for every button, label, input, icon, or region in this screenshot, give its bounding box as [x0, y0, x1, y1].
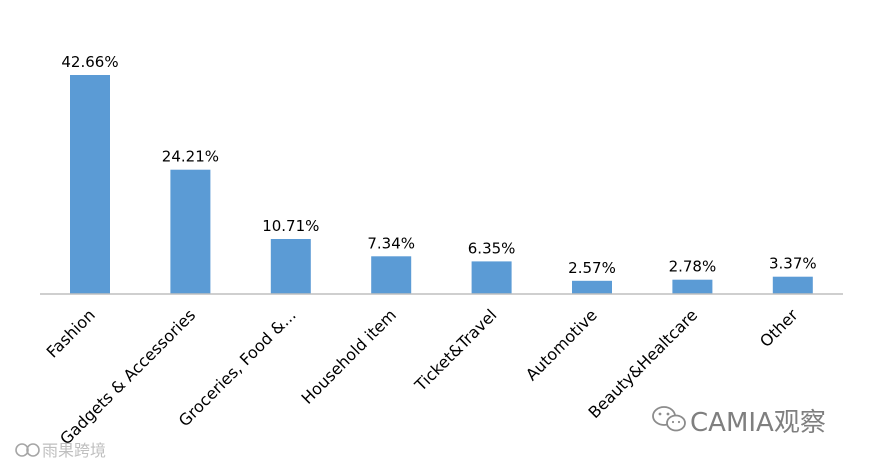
bar-0	[70, 75, 110, 294]
value-label-4: 6.35%	[468, 239, 516, 257]
value-label-1: 24.21%	[162, 148, 219, 166]
watermark-left: 雨果跨境	[15, 441, 106, 460]
value-label-0: 42.66%	[61, 53, 118, 71]
value-label-7: 3.37%	[769, 255, 817, 273]
value-label-3: 7.34%	[367, 234, 415, 252]
value-labels-layer: 42.66% 24.21% 10.71% 7.34% 6.35% 2.57% 2.78% 3.…	[61, 53, 816, 277]
watermark-right-text: CAMIA观察	[690, 408, 826, 438]
bars-layer	[70, 75, 813, 294]
value-label-6: 2.78%	[669, 258, 717, 276]
bar-3	[371, 256, 412, 294]
watermark-right: CAMIA观察	[652, 406, 826, 438]
watermark-left-text: 雨果跨境	[42, 441, 106, 460]
wechat-icon	[652, 406, 686, 432]
bar-1	[170, 169, 211, 294]
category-label-4: Ticket&Travel	[410, 305, 500, 395]
bar-7	[772, 276, 813, 294]
category-label-3: Household item	[298, 305, 400, 407]
category-label-6: Beauty&Healtcare	[585, 305, 702, 422]
value-label-2: 10.71%	[262, 217, 319, 235]
bar-5	[572, 280, 612, 294]
category-label-0: Fashion	[43, 305, 99, 361]
category-label-5: Automotive	[522, 305, 601, 384]
bar-4	[471, 261, 512, 294]
bar-6	[672, 279, 713, 294]
category-label-7: Other	[756, 305, 802, 351]
bar-2	[270, 239, 311, 294]
value-label-5: 2.57%	[568, 259, 616, 277]
logo-icon	[15, 443, 40, 457]
